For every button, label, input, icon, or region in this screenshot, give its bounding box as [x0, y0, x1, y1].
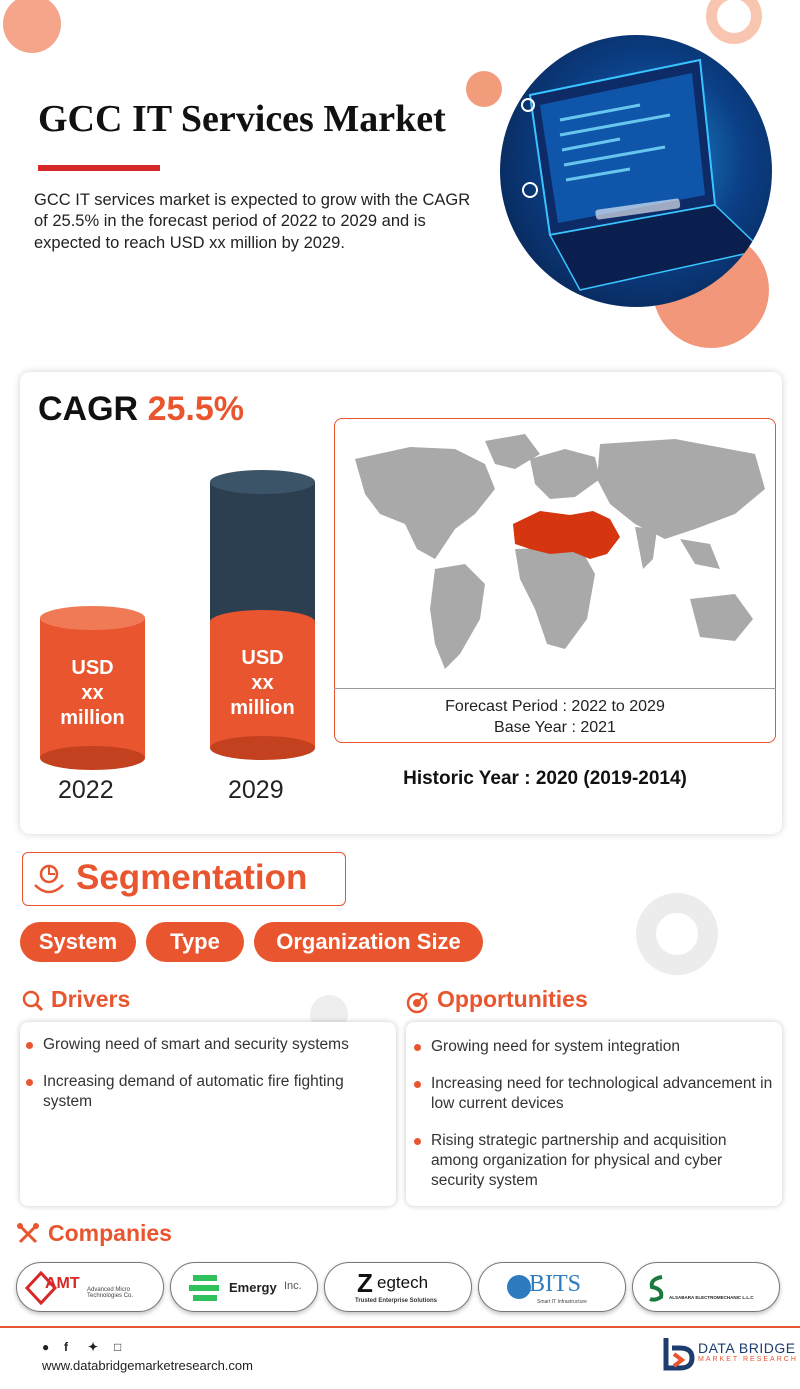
cylinder-2022 — [40, 606, 145, 770]
amt-logo-name: AMT — [45, 1275, 80, 1292]
brand-subtitle: MARKET RESEARCH — [698, 1356, 798, 1363]
title-underline — [38, 165, 160, 171]
historic-year: Historic Year : 2020 (2019-2014) — [403, 768, 687, 789]
cylinder-2029 — [210, 470, 315, 760]
bar-2022-value: USD xx million — [60, 657, 125, 729]
opportunities-list: Growing need for system integration Incr… — [414, 1037, 774, 1208]
cagr-heading: CAGR 25.5% — [38, 390, 244, 429]
opportunity-item: Growing need for system integration — [414, 1037, 774, 1057]
data-bridge-logo-icon — [663, 1338, 695, 1371]
emergy-logo-suffix: Inc. — [284, 1280, 302, 1292]
drivers-title: Drivers — [51, 986, 131, 1012]
companies-title: Companies — [48, 1220, 172, 1246]
segment-pill-organization-size: Organization Size — [254, 922, 483, 962]
base-year: Base Year : 2021 — [494, 719, 616, 736]
intro-text: GCC IT services market is expected to gr… — [34, 191, 471, 252]
decor-ring — [706, 0, 762, 44]
instagram-icon[interactable]: □ — [114, 1340, 122, 1354]
segmentation-icon — [34, 864, 64, 894]
bar-2029-value: USD xx million — [230, 647, 295, 719]
brand-name: DATA BRIDGE — [698, 1340, 796, 1356]
decor-circle — [3, 0, 61, 53]
laptop-hero-image — [500, 35, 772, 307]
alsabara-logo-icon — [649, 1275, 664, 1302]
amt-logo-icon — [24, 1270, 58, 1306]
cagr-label: CAGR — [38, 390, 139, 428]
decor-circle — [466, 71, 502, 107]
opportunity-item: Rising strategic partnership and acquisi… — [414, 1131, 774, 1191]
company-logo-emergy: Emergy Inc. — [170, 1262, 318, 1312]
segmentation-title: Segmentation — [76, 858, 308, 897]
emergy-logo-icon — [189, 1275, 219, 1301]
zegtech-logo-sub: Trusted Enterprise Solutions — [355, 1298, 438, 1304]
opportunities-panel — [406, 1022, 782, 1206]
segment-pill-type: Type — [146, 922, 244, 962]
whatsapp-icon[interactable]: ● — [42, 1340, 50, 1354]
driver-item: Growing need of smart and security syste… — [26, 1035, 392, 1055]
cagr-value: 25.5% — [147, 390, 244, 428]
company-logo-alsabara: ALSABARA ELECTROMECHANIC L.L.C — [632, 1262, 780, 1312]
opportunities-target-icon — [406, 992, 428, 1014]
gcc-region-highlight — [513, 511, 620, 559]
footer-divider — [0, 1326, 800, 1328]
twitter-icon[interactable]: ✦ — [88, 1340, 99, 1354]
map-caption: Forecast Period : 2022 to 2029 Base Year… — [334, 688, 776, 743]
world-map — [355, 434, 765, 669]
decor-ring — [636, 893, 718, 975]
zegtech-logo-prefix: Z — [357, 1268, 373, 1298]
website-url[interactable]: www.databridgemarketresearch.com — [42, 1358, 253, 1373]
bits-logo-name: BITS — [529, 1271, 582, 1297]
companies-tools-icon — [17, 1223, 39, 1244]
year-label-2029: 2029 — [228, 776, 284, 804]
company-logo-bits: BITS Smart IT Infrastructure — [478, 1262, 626, 1312]
segment-pill-system: System — [20, 922, 136, 962]
forecast-period: Forecast Period : 2022 to 2029 — [445, 698, 665, 715]
alsabara-logo-name: ALSABARA ELECTROMECHANIC L.L.C — [669, 1295, 754, 1300]
emergy-logo-name: Emergy — [229, 1280, 277, 1295]
market-size-cylinders — [40, 470, 315, 770]
amt-logo-sub: Advanced Micro Technologies Co. — [87, 1287, 134, 1299]
company-logo-zegtech: Z egtech Trusted Enterprise Solutions — [324, 1262, 472, 1312]
drivers-list: Growing need of smart and security syste… — [26, 1035, 392, 1129]
facebook-icon[interactable]: f — [64, 1340, 68, 1354]
bits-logo-sub: Smart IT Infrastructure — [537, 1299, 587, 1305]
driver-item: Increasing demand of automatic fire figh… — [26, 1072, 392, 1112]
year-label-2022: 2022 — [58, 776, 114, 804]
opportunities-title: Opportunities — [437, 986, 588, 1012]
bits-logo-icon — [507, 1275, 531, 1299]
opportunity-item: Increasing need for technological advanc… — [414, 1074, 774, 1114]
page-title: GCC IT Services Market — [38, 98, 446, 140]
zegtech-logo-name: egtech — [377, 1273, 429, 1292]
company-logo-amt: AMT Advanced Micro Technologies Co. — [16, 1262, 164, 1312]
drivers-panel — [20, 1022, 396, 1206]
segmentation-header — [22, 852, 346, 906]
drivers-search-icon — [22, 990, 44, 1012]
